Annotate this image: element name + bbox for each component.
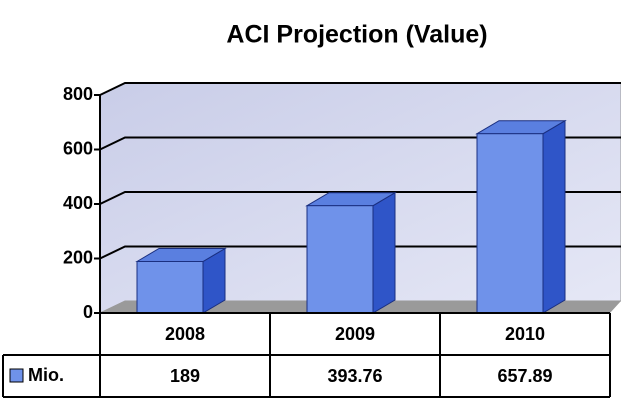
bar <box>306 205 374 314</box>
x-tick-label: 2008 <box>165 324 205 344</box>
bar-side <box>372 191 396 314</box>
grid-line <box>99 245 621 260</box>
x-tick-label: 2010 <box>505 324 545 344</box>
grid-line <box>99 82 621 96</box>
bar <box>476 133 544 314</box>
chart-title: ACI Projection (Value) <box>226 21 487 49</box>
y-tick-label: 0 <box>83 302 93 322</box>
bar <box>136 260 204 314</box>
legend-label: Mio. <box>28 365 64 385</box>
y-tick-label: 800 <box>63 84 93 104</box>
grid-line <box>99 136 621 151</box>
y-tick-label: 200 <box>63 247 93 267</box>
y-tick-label: 600 <box>63 138 93 158</box>
table-value: 189 <box>170 366 200 386</box>
x-tick-label: 2009 <box>335 324 375 344</box>
bar-side <box>542 119 566 314</box>
legend-swatch <box>9 368 24 383</box>
grid-line <box>99 191 621 205</box>
grid <box>99 82 621 260</box>
bars <box>135 119 567 314</box>
data-table <box>2 313 611 398</box>
y-tick-label: 400 <box>63 193 93 213</box>
table-value: 393.76 <box>327 366 382 386</box>
table-value: 657.89 <box>497 366 552 386</box>
